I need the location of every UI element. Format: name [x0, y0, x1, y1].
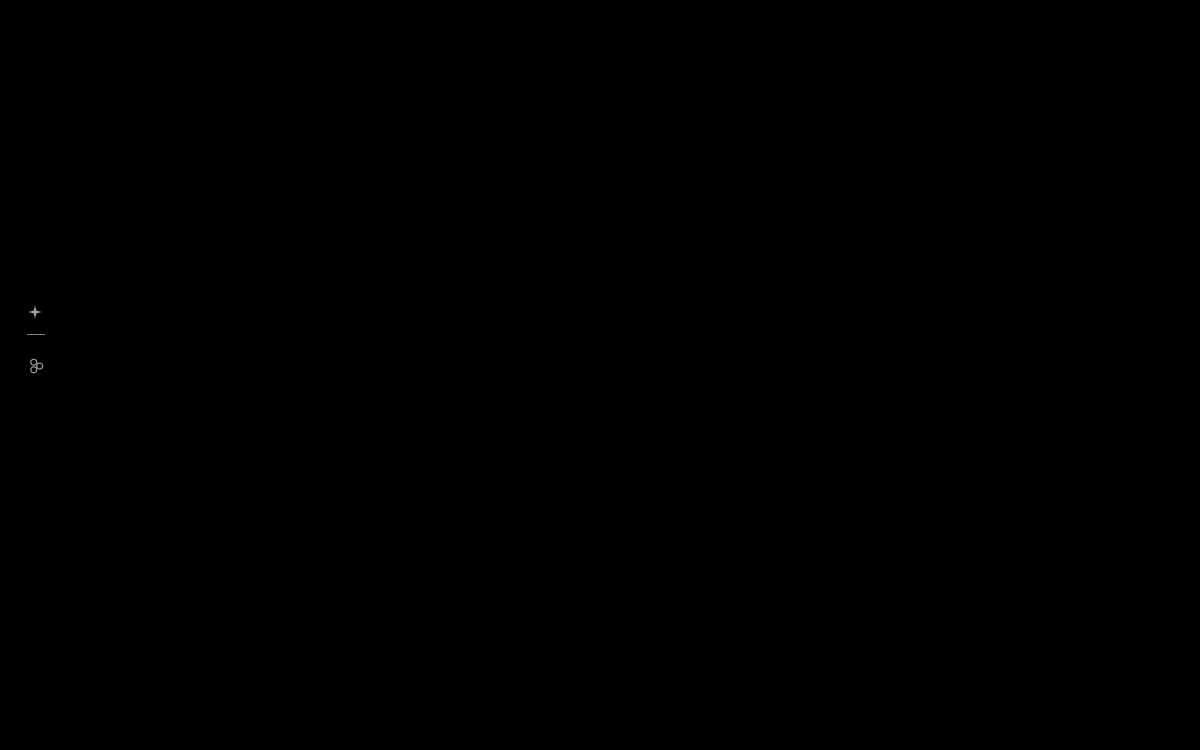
leonardo-icon [27, 302, 45, 320]
ambrosetti-icon [27, 357, 45, 375]
background-layer [0, 0, 1200, 750]
logo-layer [0, 0, 1200, 750]
tech-rings-layer [0, 0, 1200, 750]
world-map-layer [0, 0, 1200, 750]
logo-separator [27, 334, 45, 335]
european-house-logo [27, 349, 45, 375]
sponsor-logos [27, 296, 45, 375]
bar-chart-layer [0, 0, 1200, 750]
leonardo-logo [27, 296, 45, 320]
infographic-stage [0, 0, 1200, 750]
